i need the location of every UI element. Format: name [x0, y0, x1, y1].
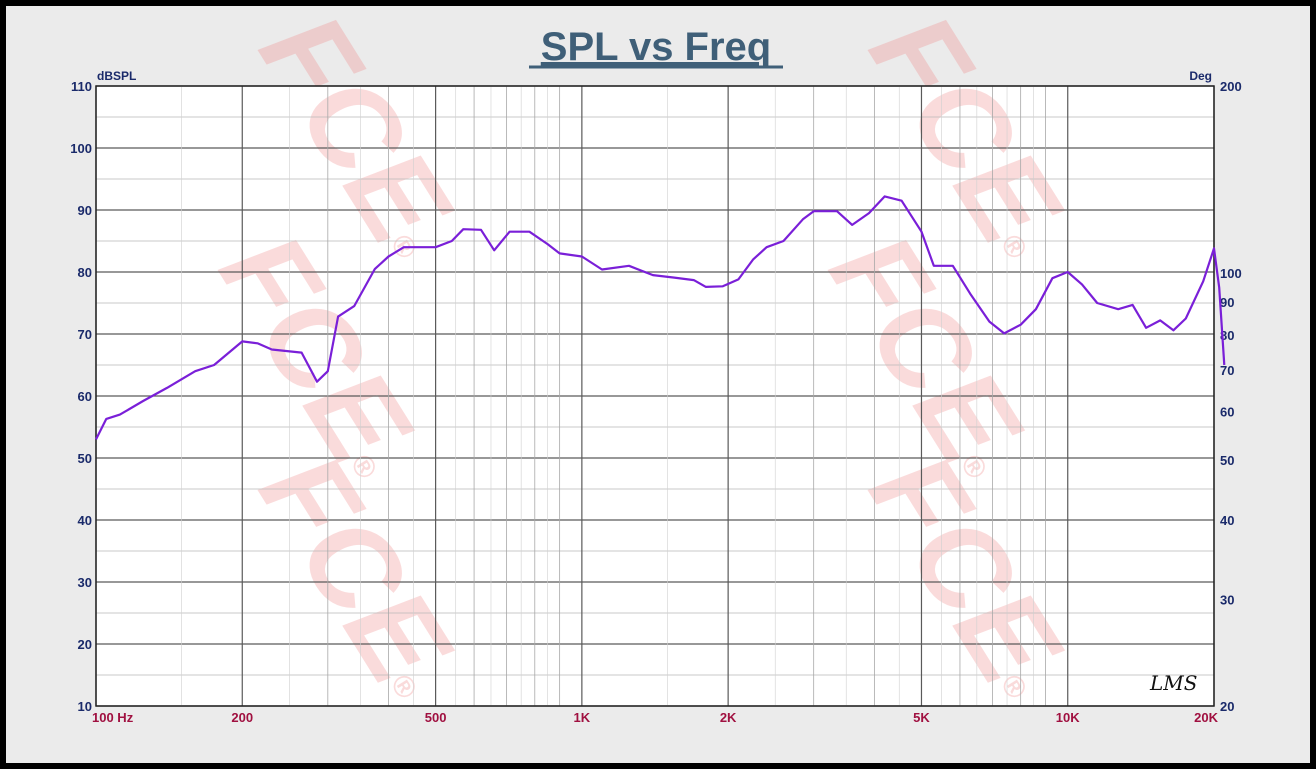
x-tick-label: 20K	[1194, 710, 1218, 725]
y-tick-label-left: 20	[78, 637, 92, 652]
x-tick-label: 200	[231, 710, 253, 725]
x-ticks: 100 Hz 200 500 1K 2K 5K 10K 20K	[92, 710, 1219, 725]
y-axis-right-label: Deg	[1189, 69, 1212, 83]
series-layer	[95, 195, 1226, 440]
y-tick-label-left: 40	[78, 513, 92, 528]
y-tick-label-right: 20	[1220, 699, 1234, 714]
grid-lines	[95, 85, 1215, 707]
x-tick-label: 2K	[720, 710, 737, 725]
y-tick-label-left: 80	[78, 265, 92, 280]
y-tick-label-right: 90	[1220, 295, 1234, 310]
y-tick-label-right: 30	[1220, 592, 1234, 607]
y-tick-label-left: 90	[78, 203, 92, 218]
plot-border	[95, 85, 1215, 707]
y-tick-label-left: 70	[78, 327, 92, 342]
signature-mark: LMS	[1149, 671, 1197, 695]
x-tick-label: 1K	[574, 710, 591, 725]
y-tick-label-right: 200	[1220, 79, 1242, 94]
y-tick-label-right: 50	[1220, 453, 1234, 468]
y-tick-label-left: 60	[78, 389, 92, 404]
x-tick-label: 5K	[913, 710, 930, 725]
chart-title: SPL vs Freq	[541, 25, 771, 69]
y-tick-label-right: 40	[1220, 513, 1234, 528]
y-tick-label-left: 50	[78, 451, 92, 466]
y-tick-label-left: 30	[78, 575, 92, 590]
x-tick-label: 100 Hz	[92, 710, 134, 725]
y-tick-label-left: 110	[71, 79, 92, 94]
y-tick-label-right: 60	[1220, 405, 1234, 420]
spl-series-line	[95, 195, 1226, 440]
x-tick-label: 500	[425, 710, 447, 725]
y-tick-label-left: 10	[78, 699, 92, 714]
x-tick-label: 10K	[1056, 710, 1080, 725]
y-ticks-left: 110 100 90 80 70 60 50 40 30 20 10	[70, 79, 92, 714]
y-tick-label-right: 100	[1220, 266, 1242, 281]
y-tick-label-right: 70	[1220, 363, 1234, 378]
y-axis-left-label: dBSPL	[97, 69, 136, 83]
y-tick-label-left: 100	[70, 141, 92, 156]
